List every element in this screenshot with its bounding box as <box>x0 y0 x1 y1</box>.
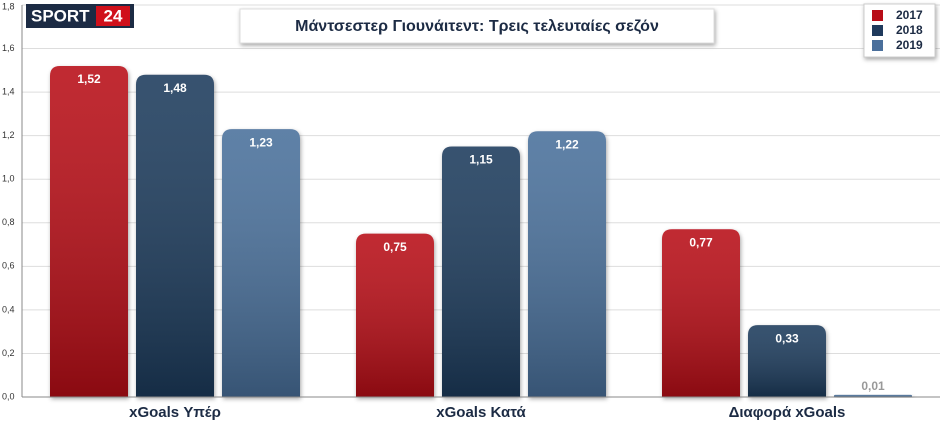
bar-shade <box>528 131 606 398</box>
bars <box>50 65 912 398</box>
y-tick-label: 1,0 <box>2 174 15 184</box>
bar-shade <box>834 394 912 397</box>
legend-label: 2017 <box>896 8 923 22</box>
title-box <box>239 8 715 44</box>
y-tick-label: 1,8 <box>2 1 15 11</box>
logo-number: 24 <box>104 6 123 25</box>
legend-label: 2019 <box>896 38 923 52</box>
logo-text: SPORT <box>31 6 90 25</box>
value-label: 1,23 <box>249 135 273 149</box>
bar-shade <box>222 129 300 397</box>
y-tick-label: 1,6 <box>2 43 15 53</box>
value-label: 1,48 <box>163 81 187 95</box>
value-label: 0,75 <box>383 240 407 254</box>
legend-swatch <box>872 25 883 36</box>
y-tick-label: 0,6 <box>2 261 15 271</box>
x-tick-label: xGoals Υπέρ <box>129 404 221 421</box>
x-tick-label: xGoals Κατά <box>436 404 526 421</box>
logo-badge <box>96 6 130 26</box>
value-label: 1,22 <box>555 137 579 151</box>
legend-swatch <box>872 10 883 21</box>
legend-swatch <box>872 40 883 51</box>
bar-shade <box>50 65 128 397</box>
bar-shade <box>748 325 826 397</box>
value-label: 0,01 <box>861 379 885 393</box>
value-label: 0,77 <box>689 235 713 249</box>
value-label: 0,33 <box>775 331 799 345</box>
y-tick-label: 0,2 <box>2 348 15 358</box>
value-label: 1,15 <box>469 153 493 167</box>
bar-shade <box>356 233 434 397</box>
bar-shade <box>136 74 214 397</box>
x-tick-label: Διαφορά xGoals <box>729 404 846 421</box>
bar-shade <box>662 229 740 397</box>
chart-title: Μάντσεστερ Γιουνάιτεντ: Τρεις τελευταίες… <box>295 18 659 35</box>
bar-shade <box>442 146 520 397</box>
y-tick-label: 0,0 <box>2 391 15 401</box>
logo: SPORT 24 <box>26 4 134 28</box>
legend-label: 2018 <box>896 23 923 37</box>
y-tick-label: 0,8 <box>2 217 15 227</box>
value-label: 1,52 <box>77 72 101 86</box>
y-tick-label: 1,2 <box>2 130 15 140</box>
y-tick-label: 1,4 <box>2 86 15 96</box>
y-tick-label: 0,4 <box>2 304 15 314</box>
